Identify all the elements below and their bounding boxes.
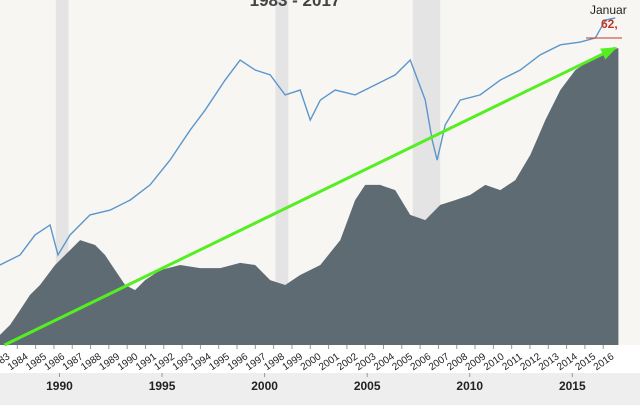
navigator-tick-label: 1990: [46, 379, 73, 393]
navigator-tick-label: 1995: [149, 379, 176, 393]
chart-title: 1983 - 2017: [250, 0, 341, 10]
area-series: [0, 47, 619, 345]
navigator-tick-label: 2010: [456, 379, 483, 393]
navigator-band: [0, 373, 640, 405]
navigator-tick-label: 2005: [354, 379, 381, 393]
line-series: [0, 17, 616, 266]
trend-arrow-head: [600, 47, 618, 60]
plot: [0, 0, 619, 347]
trend-arrow: [3, 46, 616, 347]
annotation: Januar: [590, 3, 627, 17]
navigator-tick-label: 2015: [559, 379, 586, 393]
x-tick-label: 2016: [592, 351, 617, 373]
navigator-tick-label: 2000: [251, 379, 278, 393]
annotation: 62,: [601, 17, 618, 31]
